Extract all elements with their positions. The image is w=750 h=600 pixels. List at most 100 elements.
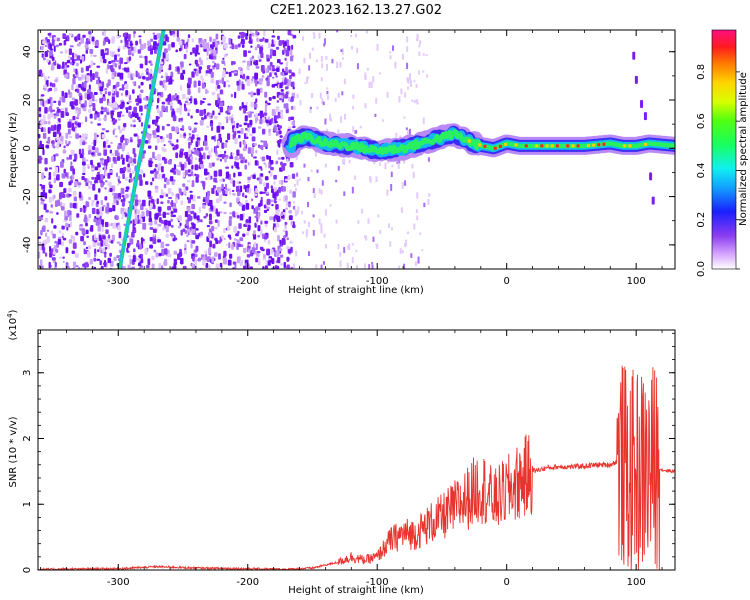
spectrogram-speckle: [91, 176, 95, 180]
spectrogram-speckle: [210, 55, 214, 60]
spectrogram-speckle: [398, 96, 401, 103]
spectrogram-speckle: [63, 145, 66, 149]
spectrogram-x-tick-label: -300: [107, 276, 130, 287]
spectrogram-speckle: [389, 51, 392, 54]
spectrogram-speckle: [318, 218, 321, 225]
spectrogram-speckle: [135, 98, 139, 103]
spectrogram-speckle: [106, 111, 110, 115]
spectrogram-speckle: [377, 214, 380, 218]
spectrogram-y-label: Frequency (Hz): [8, 112, 19, 188]
spectrogram-speckle: [138, 93, 142, 100]
spectrogram-speckle: [69, 62, 73, 65]
spectrogram-speckle: [209, 36, 212, 42]
spectrogram-speckle: [216, 198, 220, 204]
spectrogram-speckle: [390, 183, 393, 191]
spectrogram-speckle: [85, 229, 89, 235]
spectrogram-speckle: [221, 77, 224, 85]
spectrogram-speckle: [137, 199, 142, 203]
spectrogram-speckle: [141, 199, 146, 207]
spectrogram-speckle: [176, 30, 179, 38]
spectrogram-speckle: [237, 171, 242, 177]
spectrogram-speckle: [135, 102, 140, 106]
spectrogram-speckle: [56, 121, 60, 124]
spectrogram-speckle: [322, 261, 325, 265]
spectrogram-speckle: [54, 79, 58, 83]
spectrogram-speckle: [280, 179, 283, 186]
spectrogram-speckle: [234, 44, 238, 50]
spectrogram-speckle: [265, 119, 269, 124]
spectrogram-speckle: [193, 127, 197, 133]
spectrogram-speckle: [320, 77, 323, 82]
spectrogram-speckle: [288, 116, 291, 122]
spectrogram-speckle: [180, 200, 184, 206]
spectrogram-speckle: [47, 113, 51, 120]
spectrogram-speckle: [313, 193, 316, 198]
spectrogram-speckle: [43, 57, 46, 61]
spectrogram-speckle: [63, 220, 67, 223]
spectrogram-speckle: [421, 249, 424, 252]
spectrogram-speckle: [254, 222, 257, 228]
spectrogram-speckle: [149, 48, 154, 55]
spectrogram-speckle: [159, 110, 163, 118]
spectrogram-speckle: [98, 188, 101, 193]
spectrogram-speckle: [268, 257, 272, 261]
spectrogram-speckle: [138, 202, 141, 206]
spectrogram-speckle: [187, 137, 191, 141]
spectrogram-speckle: [244, 159, 248, 164]
spectrogram-speckle: [336, 61, 339, 69]
spectrogram-speckle: [264, 220, 269, 224]
spectrogram-speckle: [81, 266, 85, 269]
spectrogram-speckle: [105, 50, 108, 53]
spectrogram-speckle: [230, 93, 233, 98]
spectrogram-speckle: [101, 128, 106, 131]
spectrogram-speckle: [374, 113, 377, 117]
spectrogram-speckle: [97, 117, 102, 122]
spectrogram-speckle: [73, 75, 77, 79]
spectrogram-speckle: [253, 230, 256, 235]
spectrogram-speckle: [64, 210, 67, 217]
spectrogram-speckle: [203, 152, 206, 160]
spectrogram-speckle: [237, 43, 241, 48]
spectrogram-speckle: [188, 98, 192, 102]
spectrogram-speckle: [171, 30, 176, 35]
spectrogram-speckle: [250, 174, 253, 178]
spectrogram-speckle: [66, 172, 69, 179]
spectrogram-speckle: [94, 136, 97, 140]
spectrogram-speckle: [250, 45, 253, 48]
spectrogram-speckle: [203, 168, 208, 176]
spectrogram-speckle: [296, 179, 299, 186]
spectrogram-y-tick-label: 0: [22, 145, 33, 151]
spectrogram-speckle: [100, 265, 104, 269]
spectrogram-speckle: [104, 170, 108, 177]
spectrogram-speckle: [418, 70, 421, 75]
spectrogram-speckle: [48, 261, 51, 269]
spectrogram-speckle: [68, 48, 73, 56]
spectrogram-speckle: [194, 53, 198, 57]
spectrogram-speckle: [64, 92, 68, 99]
colorbar-label: Normalized spectral amplitude: [738, 72, 749, 226]
spectrogram-speckle: [105, 68, 108, 74]
spectrogram-speckle: [129, 139, 133, 143]
spectrogram-speckle: [371, 264, 374, 269]
spectrogram-speckle: [47, 76, 50, 79]
spectrogram-speckle: [125, 177, 128, 181]
spectrogram-speckle: [49, 252, 53, 258]
spectrogram-speckle: [239, 185, 243, 193]
snr-x-label: Height of straight line (km): [288, 585, 424, 596]
spectrogram-speckle: [288, 203, 291, 208]
spectrogram-speckle: [184, 107, 188, 112]
spectrogram-speckle: [77, 33, 81, 41]
spectrogram-speckle: [235, 162, 239, 169]
spectrogram-speckle: [400, 207, 403, 213]
spectrogram-speckle: [175, 49, 179, 53]
spectrogram-speckle: [263, 182, 266, 187]
spectrogram-speckle: [123, 67, 127, 72]
spectrogram-speckle: [174, 97, 178, 101]
spectrogram-speckle: [375, 176, 378, 183]
spectrogram-speckle: [218, 97, 221, 103]
spectrogram-speckle: [59, 51, 64, 54]
spectrogram-speckle: [278, 186, 282, 193]
spectrogram-speckle: [246, 65, 250, 71]
spectrogram-speckle: [281, 163, 286, 171]
